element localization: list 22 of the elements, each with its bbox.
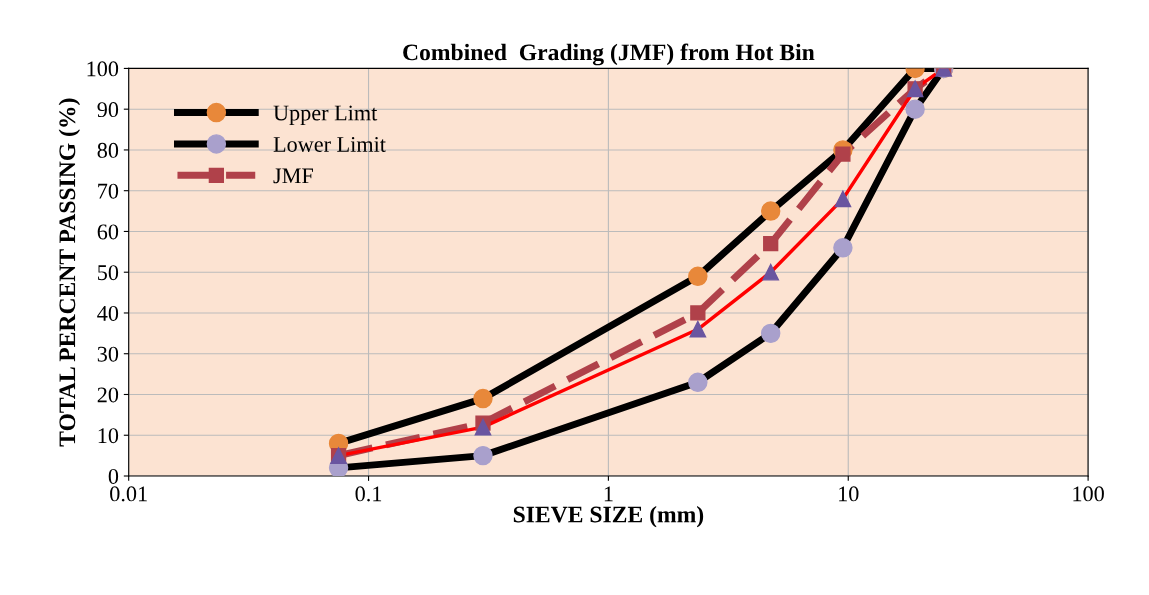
y-tick-label: 0 — [108, 468, 119, 484]
y-tick-label: 90 — [97, 102, 119, 118]
y-tick-label: 60 — [97, 224, 119, 240]
y-tick-label: 100 — [87, 61, 119, 77]
legend-label: JMF — [273, 168, 313, 184]
chart-title: Combined Grading (JMF) from Hot Bin — [403, 43, 815, 66]
x-tick-label: 10 — [839, 486, 859, 502]
y-tick-label: 40 — [97, 305, 119, 321]
legend-label: Upper Limt — [273, 105, 378, 126]
y-tick-label: 30 — [97, 346, 119, 362]
x-tick-label: 1 — [604, 486, 613, 502]
y-tick-label: 10 — [98, 428, 119, 444]
x-tick-label: 100 — [1073, 486, 1104, 502]
y-tick-label: 70 — [98, 183, 119, 199]
x-tick-label: 0.1 — [355, 486, 382, 502]
x-axis-title: SIEVE SIZE (mm) — [513, 505, 704, 528]
y-tick-label: 50 — [98, 265, 119, 281]
y-tick-label: 20 — [97, 387, 119, 403]
legend-label: Lower Limit — [273, 136, 386, 152]
y-tick-label: 80 — [97, 142, 119, 158]
y-axis-title: TOTAL PERCENT PASSING (%) — [58, 98, 81, 447]
x-tick-label: 0.01 — [110, 486, 147, 502]
